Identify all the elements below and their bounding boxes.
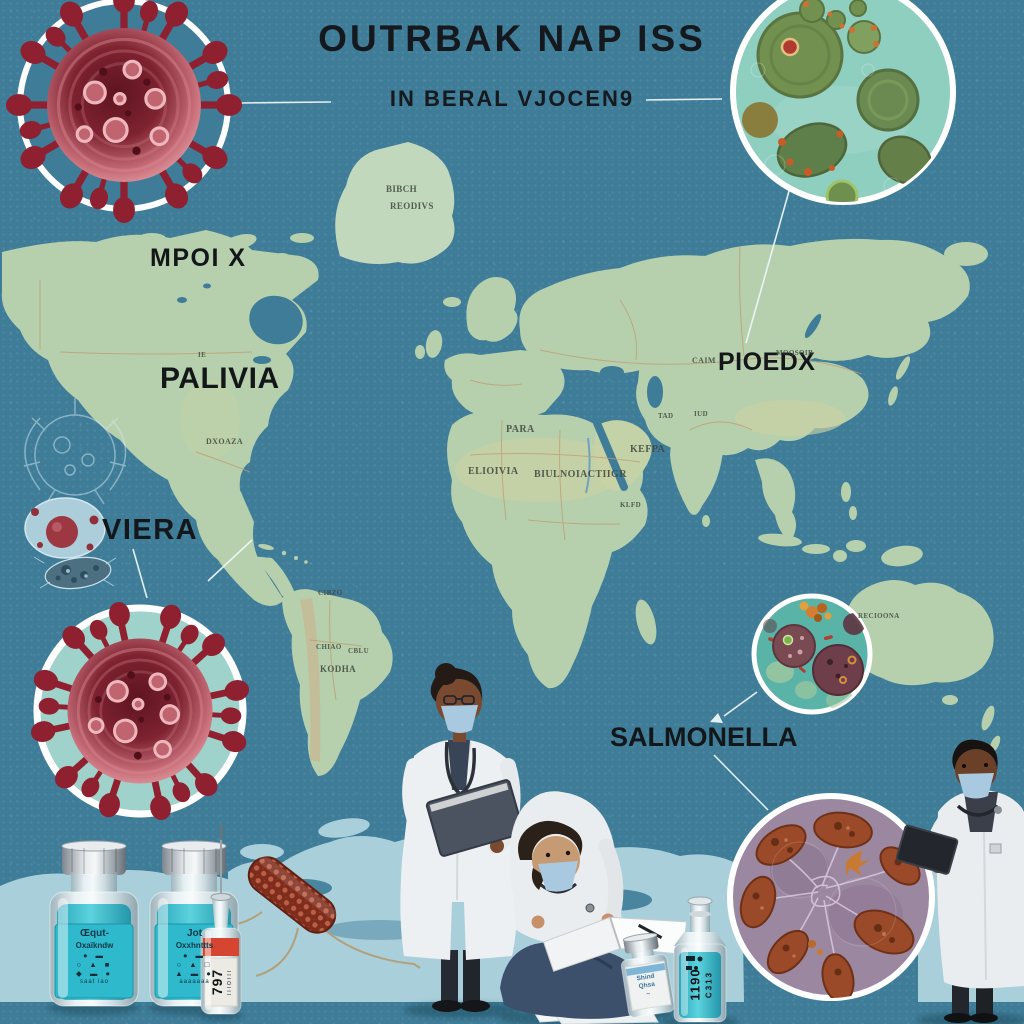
inset-coronavirus-bottom-left (4, 575, 276, 847)
faint-virus-and-cell-sketch (23, 398, 127, 590)
vaccine-vial-1 (49, 840, 139, 1007)
doctor-with-tablet-right (895, 739, 1024, 1023)
inset-green-cells-top-right (730, 0, 956, 205)
world-map (1, 142, 1001, 776)
ampoule-syringe (200, 824, 242, 1015)
cyan-bottle (673, 896, 727, 1023)
connector-lines (132, 98, 796, 811)
standing-doctor-with-folder (400, 663, 525, 1012)
inset-coronavirus-top-left (10, 0, 239, 219)
inset-salmonella-cells-mid-right (751, 593, 873, 715)
small-labelled-vial (620, 932, 675, 1018)
inset-flagellate-bacteria-bottom-right (727, 793, 935, 1001)
